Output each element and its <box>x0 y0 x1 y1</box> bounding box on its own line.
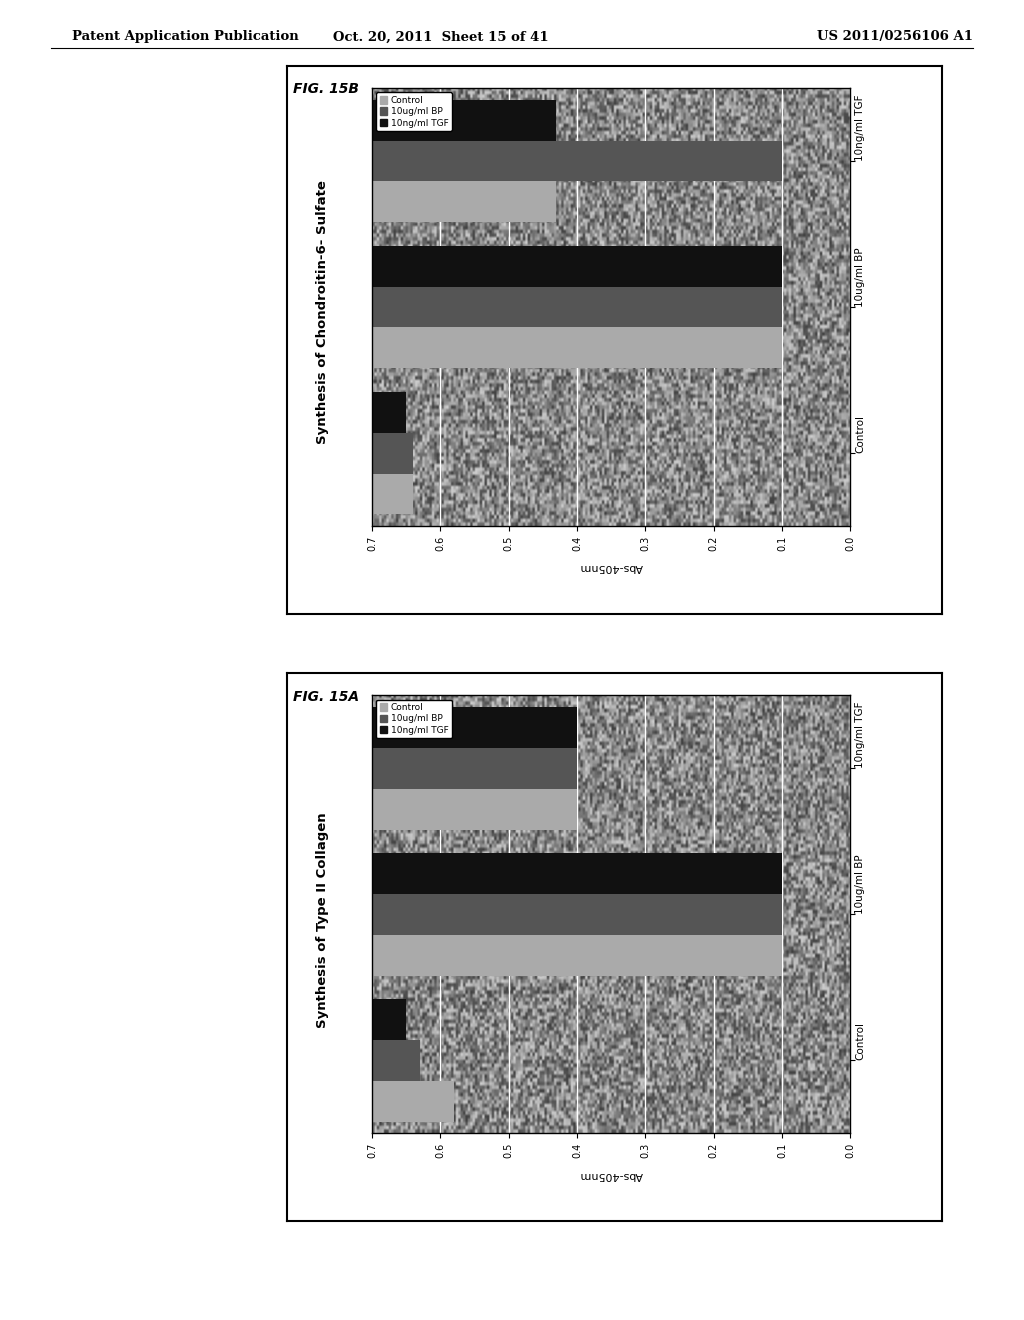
Bar <box>372 99 556 140</box>
Bar <box>372 474 413 515</box>
Text: FIG. 15B: FIG. 15B <box>293 82 359 96</box>
Legend: Control, 10ug/ml BP, 10ng/ml TGF: Control, 10ug/ml BP, 10ng/ml TGF <box>377 92 453 131</box>
Bar <box>372 1081 454 1122</box>
Bar <box>372 999 407 1040</box>
Bar <box>372 706 577 747</box>
Bar <box>372 327 782 368</box>
X-axis label: Abs-405nm: Abs-405nm <box>580 562 643 573</box>
Bar <box>372 286 782 327</box>
Legend: Control, 10ug/ml BP, 10ng/ml TGF: Control, 10ug/ml BP, 10ng/ml TGF <box>377 700 453 738</box>
Bar <box>372 747 577 788</box>
Text: Synthesis of Type II Collagen: Synthesis of Type II Collagen <box>316 812 330 1027</box>
Bar <box>372 140 782 181</box>
Text: Patent Application Publication: Patent Application Publication <box>72 30 298 44</box>
Text: Oct. 20, 2011  Sheet 15 of 41: Oct. 20, 2011 Sheet 15 of 41 <box>333 30 548 44</box>
Bar <box>372 181 556 222</box>
Bar <box>372 894 782 935</box>
Bar <box>372 392 407 433</box>
Text: Synthesis of Chondroitin-6- Sulfate: Synthesis of Chondroitin-6- Sulfate <box>316 181 330 445</box>
Text: FIG. 15A: FIG. 15A <box>293 689 359 704</box>
Text: US 2011/0256106 A1: US 2011/0256106 A1 <box>817 30 973 44</box>
Bar <box>372 246 782 286</box>
Bar <box>372 788 577 829</box>
Bar <box>372 1040 420 1081</box>
Bar <box>372 853 782 894</box>
X-axis label: Abs-405nm: Abs-405nm <box>580 1170 643 1180</box>
Bar <box>372 433 413 474</box>
Bar <box>372 935 782 975</box>
